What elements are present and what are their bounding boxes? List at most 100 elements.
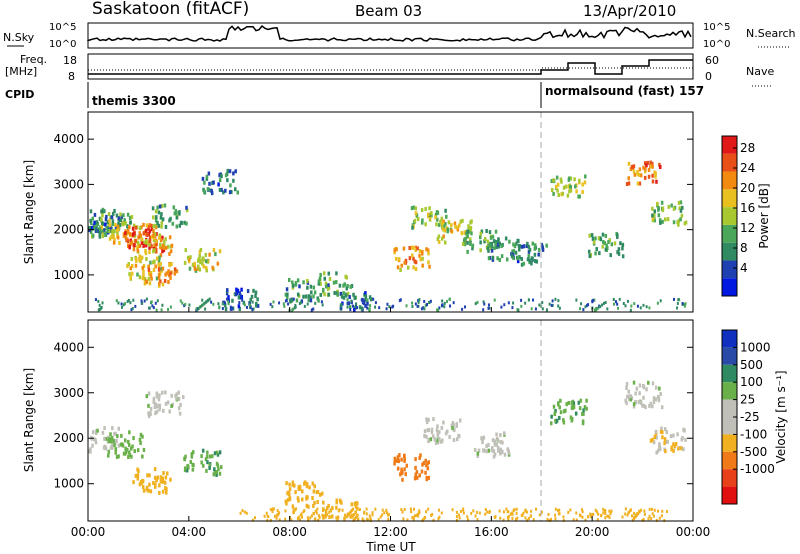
- power-cell: [243, 303, 246, 307]
- velocity-cell: [285, 501, 288, 506]
- power-cell: [461, 307, 464, 311]
- velocity-cell: [205, 454, 209, 459]
- power-cell: [113, 208, 116, 213]
- power-cell: [189, 255, 192, 260]
- power-cell: [130, 240, 134, 245]
- power-colorbar-tick-label: 8: [740, 241, 748, 255]
- velocity-cell: [393, 461, 396, 466]
- power-cell: [306, 302, 309, 306]
- power-cell: [605, 243, 608, 248]
- power-cell: [153, 243, 156, 248]
- velocity-cell: [515, 511, 518, 515]
- power-cell: [578, 178, 581, 183]
- power-cell: [145, 238, 148, 243]
- power-cell: [520, 304, 523, 308]
- velocity-cell: [201, 463, 205, 468]
- power-cell: [183, 260, 187, 265]
- velocity-data-cells: [88, 380, 687, 523]
- power-cell: [256, 303, 260, 308]
- power-cell: [148, 223, 152, 228]
- power-cell: [550, 188, 554, 193]
- nsearch-tick-top: 10^5: [703, 22, 730, 33]
- velocity-cell: [555, 418, 559, 423]
- velocity-cell: [417, 514, 420, 518]
- power-cell: [204, 266, 208, 271]
- power-cell: [283, 304, 286, 308]
- power-cell: [160, 246, 164, 251]
- power-cell: [104, 217, 108, 222]
- power-cell: [309, 295, 312, 300]
- velocity-cell: [577, 400, 581, 405]
- power-cell: [557, 299, 560, 303]
- power-cell: [132, 247, 136, 252]
- velocity-cell: [89, 447, 92, 452]
- power-cell: [130, 308, 133, 312]
- velocity-cell: [584, 518, 587, 522]
- range-tick-label: 2000: [53, 431, 84, 445]
- velocity-cell: [161, 476, 165, 481]
- power-cell: [666, 217, 670, 222]
- power-cell: [642, 165, 645, 170]
- velocity-cell: [424, 458, 427, 463]
- power-cell: [548, 302, 551, 306]
- power-cell: [444, 221, 447, 226]
- power-cell: [602, 301, 605, 305]
- power-cell: [128, 224, 131, 229]
- power-cell: [601, 244, 605, 249]
- velocity-cell: [553, 411, 557, 416]
- velocity-cell: [567, 400, 571, 405]
- power-cell: [627, 161, 631, 166]
- power-cell: [188, 303, 191, 307]
- power-cell: [104, 222, 107, 227]
- power-cell: [633, 172, 637, 177]
- power-cell: [414, 245, 417, 250]
- velocity-cell: [652, 400, 656, 405]
- power-cell: [312, 285, 316, 290]
- velocity-cell: [502, 431, 506, 436]
- velocity-cell: [328, 515, 331, 520]
- velocity-cell: [284, 509, 287, 513]
- velocity-colorbar-label: Velocity [m s⁻¹]: [774, 370, 788, 463]
- velocity-cell: [115, 439, 118, 444]
- power-cell: [128, 244, 131, 249]
- power-cell: [218, 187, 222, 192]
- velocity-cell: [572, 405, 576, 410]
- power-cell: [167, 280, 170, 285]
- velocity-cell: [314, 509, 317, 513]
- velocity-cell: [335, 516, 338, 520]
- power-cell: [372, 297, 375, 301]
- power-cell: [527, 253, 531, 258]
- power-cell: [158, 255, 161, 260]
- power-cell: [157, 267, 161, 272]
- power-cell: [142, 243, 145, 248]
- power-cell: [308, 298, 311, 303]
- power-cell: [364, 297, 367, 302]
- power-cell: [527, 298, 530, 302]
- power-cell: [346, 301, 349, 305]
- velocity-cell: [155, 404, 158, 409]
- velocity-cell: [594, 508, 597, 512]
- power-cell: [101, 230, 104, 235]
- power-cell: [617, 247, 621, 252]
- power-cell: [126, 212, 130, 217]
- power-cell: [408, 246, 411, 251]
- velocity-cell: [138, 437, 142, 442]
- power-cell: [577, 194, 580, 199]
- power-cell: [117, 301, 120, 305]
- velocity-cell: [467, 518, 470, 522]
- velocity-cell: [141, 485, 145, 490]
- velocity-cell: [286, 497, 290, 502]
- power-cell: [234, 169, 237, 174]
- power-cell: [342, 295, 346, 300]
- power-cell: [386, 302, 389, 306]
- power-cell: [587, 249, 591, 254]
- power-cell: [490, 248, 494, 253]
- power-cell: [168, 251, 171, 256]
- velocity-cell: [313, 484, 316, 489]
- power-cell: [159, 242, 162, 247]
- power-cell: [95, 225, 98, 230]
- velocity-cell: [674, 441, 678, 446]
- velocity-cell: [624, 512, 627, 516]
- power-cell: [663, 217, 667, 222]
- power-cell: [346, 291, 350, 296]
